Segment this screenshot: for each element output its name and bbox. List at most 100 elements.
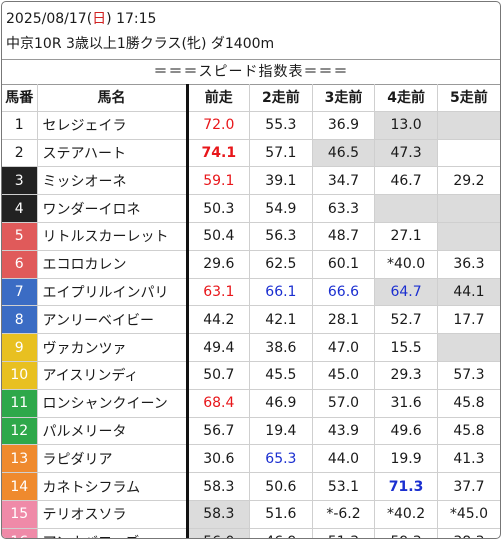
horse-number: 4	[2, 194, 38, 223]
horse-number: 5	[2, 222, 38, 251]
speed-index-cell	[437, 222, 500, 251]
speed-index-cell: 58.3	[187, 472, 251, 501]
speed-index-cell: 46.9	[249, 528, 313, 538]
horse-row: 13 ラピダリア 30.6 65.3 44.0 19.9 41.3	[2, 444, 500, 474]
speed-index-cell: 50.7	[187, 361, 251, 390]
speed-index-cell: 51.6	[249, 500, 313, 529]
horse-row: 5 リトルスカーレット 50.4 56.3 48.7 27.1	[2, 222, 500, 251]
speed-index-cell: 55.3	[249, 111, 313, 140]
speed-index-cell: 59.3	[374, 528, 438, 538]
horse-row: 3 ミッシオーネ 59.1 39.1 34.7 46.7 29.2	[2, 166, 500, 196]
horse-row: 12 パルメリータ 56.7 19.4 43.9 49.6 45.8	[2, 417, 500, 446]
speed-index-cell: 53.1	[312, 472, 376, 501]
horse-row: 1 セレジェイラ 72.0 55.3 36.9 13.0	[2, 111, 500, 140]
speed-index-cell: 30.6	[187, 444, 251, 474]
speed-index-cell: 48.7	[312, 222, 376, 251]
speed-index-cell: 41.3	[437, 444, 500, 474]
race-weekday: 日	[92, 11, 107, 27]
horse-number: 11	[2, 389, 38, 418]
horse-row: 2 ステアハート 74.1 57.1 46.5 47.3	[2, 139, 500, 168]
horse-number: 8	[2, 305, 38, 335]
speed-index-cell: 50.6	[249, 472, 313, 501]
speed-index-cell: 72.0	[187, 111, 251, 140]
speed-index-cell: 13.0	[374, 111, 438, 140]
speed-index-cell: 50.3	[187, 194, 251, 223]
speed-index-cell: 58.3	[187, 500, 251, 529]
horse-row: 11 ロンシャンクイーン 68.4 46.9 57.0 31.6 45.8	[2, 389, 500, 418]
speed-index-cell: 57.3	[437, 361, 500, 390]
speed-index-cell: 46.9	[249, 389, 313, 418]
speed-index-cell: *45.0	[437, 500, 500, 529]
speed-index-cell: 47.0	[312, 333, 376, 362]
col-header-4back: 4走前	[374, 84, 438, 112]
horse-number: 10	[2, 361, 38, 390]
speed-index-cell: 19.4	[249, 417, 313, 446]
horse-row: 9 ヴァカンツァ 49.4 38.6 47.0 15.5	[2, 333, 500, 362]
horse-number: 15	[2, 500, 38, 529]
speed-index-cell: 57.0	[312, 389, 376, 418]
horse-name: カネトシフラム	[37, 472, 189, 501]
horse-name: エイプリルインパリ	[37, 278, 189, 307]
speed-index-cell: 15.5	[374, 333, 438, 362]
speed-index-cell: 29.6	[187, 250, 251, 279]
speed-index-cell: 45.0	[312, 361, 376, 390]
speed-index-cell: *-6.2	[312, 500, 376, 529]
weekday-open: (	[86, 11, 93, 27]
col-header-name: 馬名	[37, 84, 189, 112]
col-header-number: 馬番	[2, 84, 38, 112]
horse-number: 2	[2, 139, 38, 168]
speed-index-cell: 60.1	[312, 250, 376, 279]
horse-row: 10 アイスリンディ 50.7 45.5 45.0 29.3 57.3	[2, 361, 500, 390]
horse-name: ヴァカンツァ	[37, 333, 189, 362]
speed-index-cell: 59.1	[187, 166, 251, 196]
speed-index-cell: 17.7	[437, 305, 500, 335]
horse-number: 12	[2, 417, 38, 446]
horse-row: 6 エコロカレン 29.6 62.5 60.1 *40.0 36.3	[2, 250, 500, 279]
race-time: 17:15	[116, 11, 157, 27]
horse-name: アンリーベイビー	[37, 305, 189, 335]
horse-name: アイスリンディ	[37, 361, 189, 390]
speed-index-cell: 29.3	[374, 361, 438, 390]
speed-index-cell: 63.3	[312, 194, 376, 223]
horse-number: 7	[2, 278, 38, 307]
speed-index-cell: 44.2	[187, 305, 251, 335]
speed-index-cell: 46.5	[312, 139, 376, 168]
speed-index-cell: 66.6	[312, 278, 376, 307]
horse-row: 15 テリオスソラ 58.3 51.6 *-6.2 *40.2 *45.0	[2, 500, 500, 529]
speed-index-cell: 47.3	[374, 139, 438, 168]
speed-index-cell: 49.4	[187, 333, 251, 362]
col-header-last: 前走	[187, 84, 251, 112]
horse-name: リトルスカーレット	[37, 222, 189, 251]
speed-index-cell: 52.7	[374, 305, 438, 335]
speed-index-cell	[437, 194, 500, 223]
speed-index-cell	[437, 111, 500, 140]
speed-index-cell: 66.1	[249, 278, 313, 307]
speed-index-cell: 31.6	[374, 389, 438, 418]
horse-number: 14	[2, 472, 38, 501]
table-header-row: 馬番 馬名 前走 2走前 3走前 4走前 5走前	[2, 84, 500, 112]
horse-name: ステアハート	[37, 139, 189, 168]
speed-index-cell: 43.9	[312, 417, 376, 446]
horse-name: セレジェイラ	[37, 111, 189, 140]
speed-index-cell: *40.0	[374, 250, 438, 279]
speed-index-cell: 38.6	[249, 333, 313, 362]
speed-index-cell	[437, 333, 500, 362]
horse-row: 8 アンリーベイビー 44.2 42.1 28.1 52.7 17.7	[2, 305, 500, 335]
weekday-close: )	[106, 11, 112, 27]
speed-index-cell: 19.9	[374, 444, 438, 474]
horse-number: 16	[2, 528, 38, 538]
speed-index-cell: 37.7	[437, 472, 500, 501]
horse-row: 4 ワンダーイロネ 50.3 54.9 63.3	[2, 194, 500, 223]
speed-index-cell: 45.8	[437, 389, 500, 418]
horse-number: 1	[2, 111, 38, 140]
speed-index-cell: 65.3	[249, 444, 313, 474]
speed-index-cell: 64.7	[374, 278, 438, 307]
horse-row: 7 エイプリルインパリ 63.1 66.1 66.6 64.7 44.1	[2, 278, 500, 307]
speed-index-cell: 56.3	[249, 222, 313, 251]
horse-name: アンナバローズ	[37, 528, 189, 538]
speed-index-cell: 51.3	[312, 528, 376, 538]
horse-name: ラピダリア	[37, 444, 189, 474]
speed-index-cell: 71.3	[374, 472, 438, 501]
speed-index-cell: 62.5	[249, 250, 313, 279]
col-header-5back: 5走前	[437, 84, 500, 112]
